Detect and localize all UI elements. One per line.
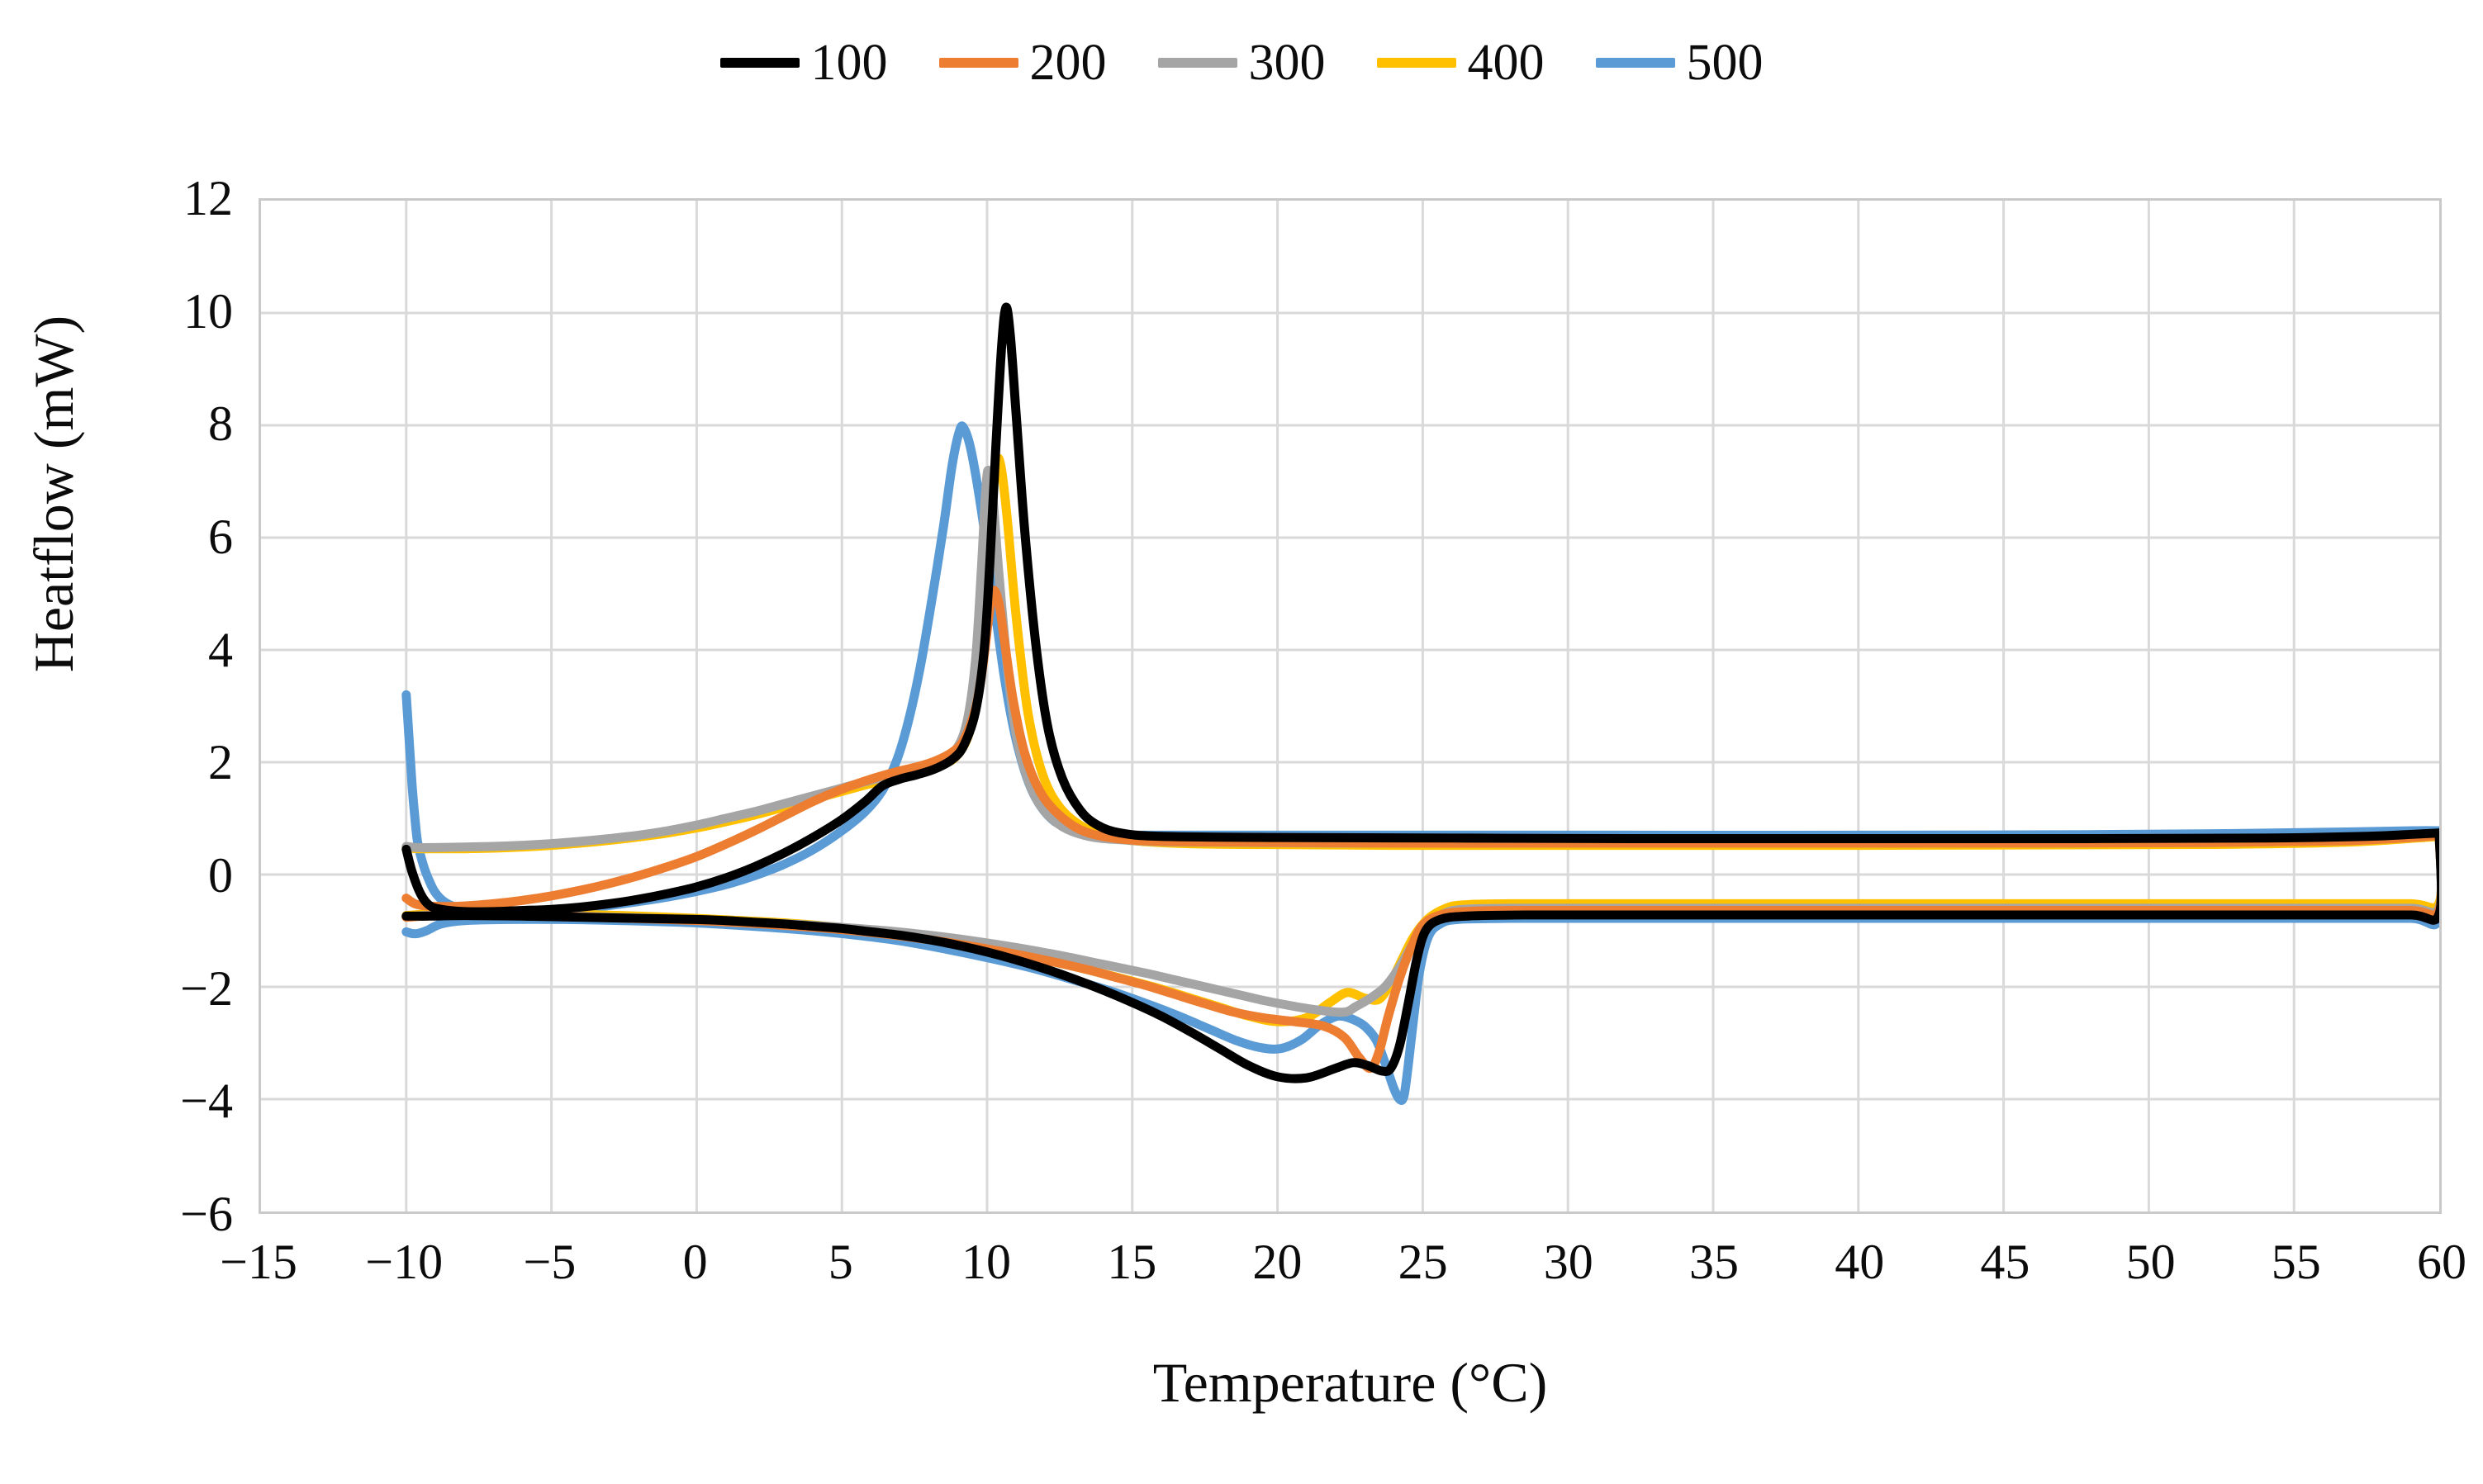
x-tick-label: 40	[1835, 1235, 1885, 1289]
legend-item-100[interactable]: 100	[719, 35, 888, 91]
y-tick-label: −6	[180, 1187, 233, 1241]
x-tick-label: −10	[365, 1235, 444, 1289]
x-axis-tick-labels: −15 −10 −5 0 5 10 15 20 25 30 35 40 45 50 55 60	[0, 1237, 2483, 1303]
series-line-100-heating	[401, 302, 2439, 917]
legend-swatch-500	[1595, 58, 1675, 68]
y-tick-label: 0	[208, 848, 233, 903]
legend-swatch-400	[1376, 58, 1456, 68]
series-line-300-heating	[401, 465, 2439, 852]
y-tick-label: 10	[183, 283, 233, 339]
y-axis-title: Heatflow (mW)	[22, 315, 85, 673]
legend-label-500: 500	[1686, 35, 1764, 91]
series-line-400-heating	[401, 453, 2439, 854]
series-line-500-cooling	[401, 826, 2439, 1105]
series-line-200-heating	[401, 586, 2439, 912]
x-tick-label: 25	[1398, 1235, 1448, 1289]
x-tick-label: 10	[961, 1235, 1011, 1289]
x-tick-label: 55	[2271, 1235, 2321, 1289]
x-tick-label: 60	[2417, 1235, 2466, 1289]
x-tick-label: 5	[828, 1235, 853, 1289]
legend-item-500[interactable]: 500	[1595, 35, 1764, 91]
x-tick-label: 15	[1107, 1235, 1157, 1289]
chart-legend: 100 200 300 400 500	[0, 33, 2483, 92]
x-tick-label: −5	[523, 1235, 577, 1289]
x-tick-label: 45	[1980, 1235, 2030, 1289]
y-tick-label: 4	[208, 622, 233, 677]
legend-label-300: 300	[1248, 35, 1326, 91]
legend-item-200[interactable]: 200	[938, 35, 1107, 91]
y-axis-tick-labels: 12 10 8 6 4 2 0 −2 −4 −6	[0, 0, 248, 1484]
y-tick-label: 2	[208, 735, 233, 790]
plot-area	[259, 198, 2442, 1214]
x-tick-label: −15	[220, 1235, 297, 1289]
series-lines	[401, 302, 2439, 1105]
x-tick-label: 35	[1689, 1235, 1739, 1289]
legend-label-200: 200	[1029, 35, 1107, 91]
x-tick-label: 0	[682, 1235, 708, 1289]
y-tick-label: 6	[208, 510, 233, 564]
legend-swatch-100	[719, 58, 800, 68]
x-tick-label: 30	[1543, 1235, 1593, 1289]
x-tick-label: 50	[2125, 1235, 2176, 1289]
y-tick-label: 12	[183, 171, 233, 225]
legend-swatch-300	[1157, 58, 1237, 68]
legend-item-400[interactable]: 400	[1376, 35, 1545, 91]
legend-item-300[interactable]: 300	[1157, 35, 1326, 91]
legend-label-100: 100	[810, 35, 888, 91]
x-axis-title: Temperature (°C)	[1152, 1351, 1548, 1414]
y-tick-label: −4	[180, 1074, 233, 1129]
legend-swatch-200	[938, 58, 1018, 68]
y-tick-label: 8	[208, 396, 233, 452]
x-tick-label: 20	[1252, 1235, 1303, 1289]
legend-label-400: 400	[1467, 35, 1545, 91]
y-tick-label: −2	[180, 960, 233, 1016]
series-line-100-cooling	[401, 828, 2439, 1083]
